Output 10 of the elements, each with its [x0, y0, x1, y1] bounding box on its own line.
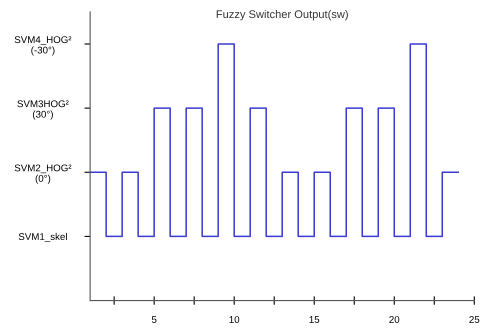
x-tick-label: 25 — [469, 316, 480, 323]
chart-title: Fuzzy Switcher Output(sw) — [216, 10, 348, 20]
x-tick-label: 20 — [389, 316, 400, 323]
text: SVM2_HOG² (0°) — [14, 164, 72, 184]
text: SVM3HOG² (30°) — [17, 100, 69, 120]
x-tick-label: 10 — [230, 316, 240, 323]
text: SVM4_HOG² (-30°) — [14, 36, 72, 56]
text: SVM1_skel — [18, 232, 67, 242]
x-tick-label: 15 — [310, 316, 320, 323]
x-tick-label: 5 — [152, 316, 156, 323]
